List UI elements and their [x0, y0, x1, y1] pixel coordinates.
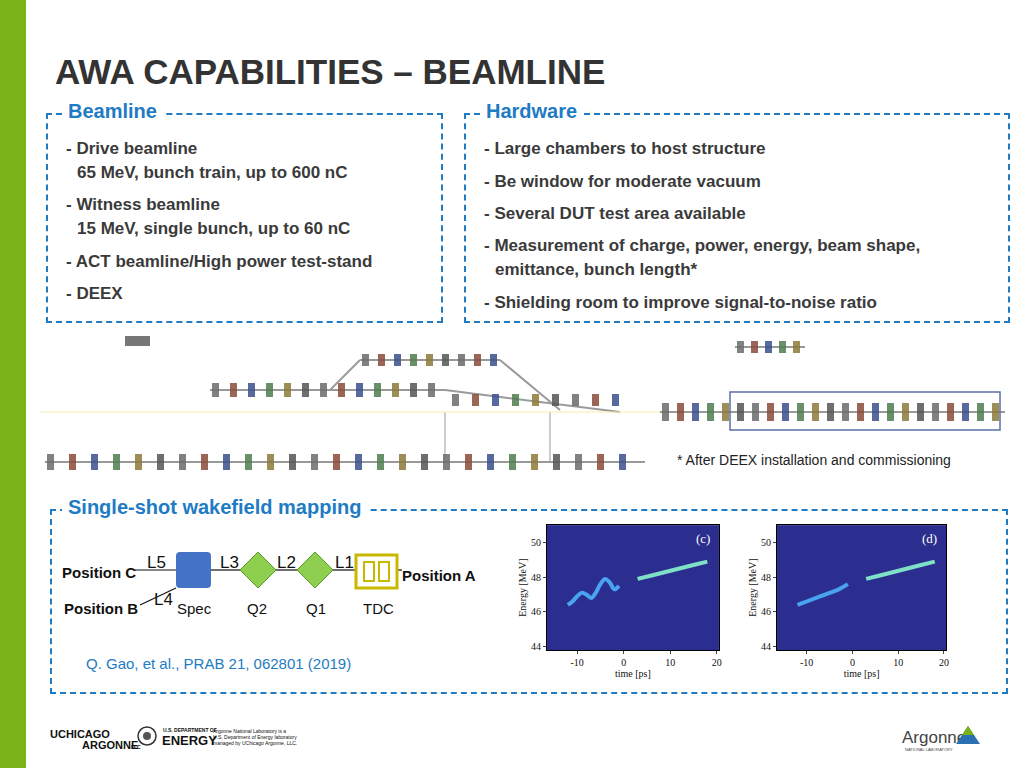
svg-text:0: 0 [621, 657, 626, 668]
svg-text:Q1: Q1 [306, 600, 326, 617]
html-text:- ACT beamline/High power test: - ACT beamline/High power test-stand [66, 252, 373, 271]
svg-text:46: 46 [761, 606, 771, 617]
svg-text:(d): (d) [922, 531, 937, 546]
html-text:- Large chambers to host struc: - Large chambers to host structure [484, 139, 766, 158]
svg-text:20: 20 [939, 657, 949, 668]
html-text:65 MeV, bunch train, up to 600: 65 MeV, bunch train, up to 600 nC [77, 163, 348, 182]
svg-text:Position A: Position A [402, 567, 476, 584]
svg-text:U.S. Department of Energy labo: U.S. Department of Energy laboratory [213, 734, 297, 740]
svg-text:44: 44 [761, 641, 771, 652]
svg-text:Spec: Spec [177, 600, 212, 617]
svg-text:46: 46 [531, 606, 541, 617]
html-text:- Be window for moderate vacuu: - Be window for moderate vacuum [484, 172, 761, 191]
svg-text:Argonne National Laboratory is: Argonne National Laboratory is a [213, 728, 287, 734]
svg-text:Energy [MeV]: Energy [MeV] [747, 558, 758, 616]
html-text:- Shielding room to improve si: - Shielding room to improve signal-to-no… [484, 293, 877, 312]
svg-text:Q2: Q2 [247, 600, 267, 617]
svg-text:ARGONNE: ARGONNE [82, 739, 138, 751]
svg-text:50: 50 [761, 537, 771, 548]
html-text:Beamline: Beamline [68, 100, 157, 122]
svg-text:L4: L4 [154, 590, 173, 609]
svg-text:0: 0 [850, 657, 855, 668]
html-text:Q. Gao, et al., PRAB 21, 06280: Q. Gao, et al., PRAB 21, 062801 (2019) [86, 655, 352, 672]
html-text:Hardware: Hardware [486, 100, 578, 122]
svg-text:Argonne: Argonne [902, 728, 966, 747]
html-text:- Drive beamline: - Drive beamline [66, 139, 198, 158]
svg-text:-10: -10 [570, 657, 583, 668]
svg-text:managed by UChicago Argonne, L: managed by UChicago Argonne, LLC. [213, 740, 297, 746]
svg-text:U.S. DEPARTMENT OF: U.S. DEPARTMENT OF [163, 727, 217, 733]
html-text:15 MeV, single bunch, up to 60: 15 MeV, single bunch, up to 60 nC [77, 219, 351, 238]
html-text:AWA CAPABILITIES – BEAMLINE: AWA CAPABILITIES – BEAMLINE [55, 52, 606, 91]
svg-text:TDC: TDC [363, 600, 394, 617]
svg-text:time [ps]: time [ps] [844, 668, 880, 679]
svg-text:Energy [MeV]: Energy [MeV] [517, 558, 528, 616]
svg-text:UCHICAGO: UCHICAGO [50, 728, 110, 740]
svg-text:48: 48 [761, 572, 771, 583]
html-text:- DEEX: - DEEX [66, 284, 123, 303]
html-text:- Several DUT test area availa: - Several DUT test area available [484, 204, 746, 223]
svg-text:48: 48 [531, 572, 541, 583]
svg-text:L1: L1 [335, 553, 354, 572]
svg-text:10: 10 [665, 657, 675, 668]
html-text:Single-shot wakefield mapping: Single-shot wakefield mapping [68, 496, 362, 518]
svg-text:(c): (c) [696, 531, 710, 546]
svg-text:10: 10 [893, 657, 903, 668]
html-text:- Witness beamline: - Witness beamline [66, 195, 220, 214]
svg-text:L2: L2 [277, 553, 296, 572]
svg-text:ENERGY: ENERGY [162, 733, 217, 748]
svg-text:Position B: Position B [64, 600, 138, 617]
svg-text:50: 50 [531, 537, 541, 548]
svg-text:Position C: Position C [62, 564, 136, 581]
html-text:emittance, bunch length*: emittance, bunch length* [495, 260, 698, 279]
svg-text:-10: -10 [800, 657, 813, 668]
svg-text:44: 44 [531, 641, 541, 652]
svg-text:time [ps]: time [ps] [615, 668, 651, 679]
svg-text:L5: L5 [147, 553, 166, 572]
html-text:- Measurement of charge, power: - Measurement of charge, power, energy, … [484, 236, 921, 255]
svg-text:L3: L3 [220, 553, 239, 572]
svg-text:NATIONAL LABORATORY: NATIONAL LABORATORY [905, 747, 953, 752]
svg-text:LLC: LLC [131, 744, 141, 750]
html-text:* After DEEX installation and: * After DEEX installation and commission… [677, 452, 951, 468]
svg-text:20: 20 [712, 657, 722, 668]
